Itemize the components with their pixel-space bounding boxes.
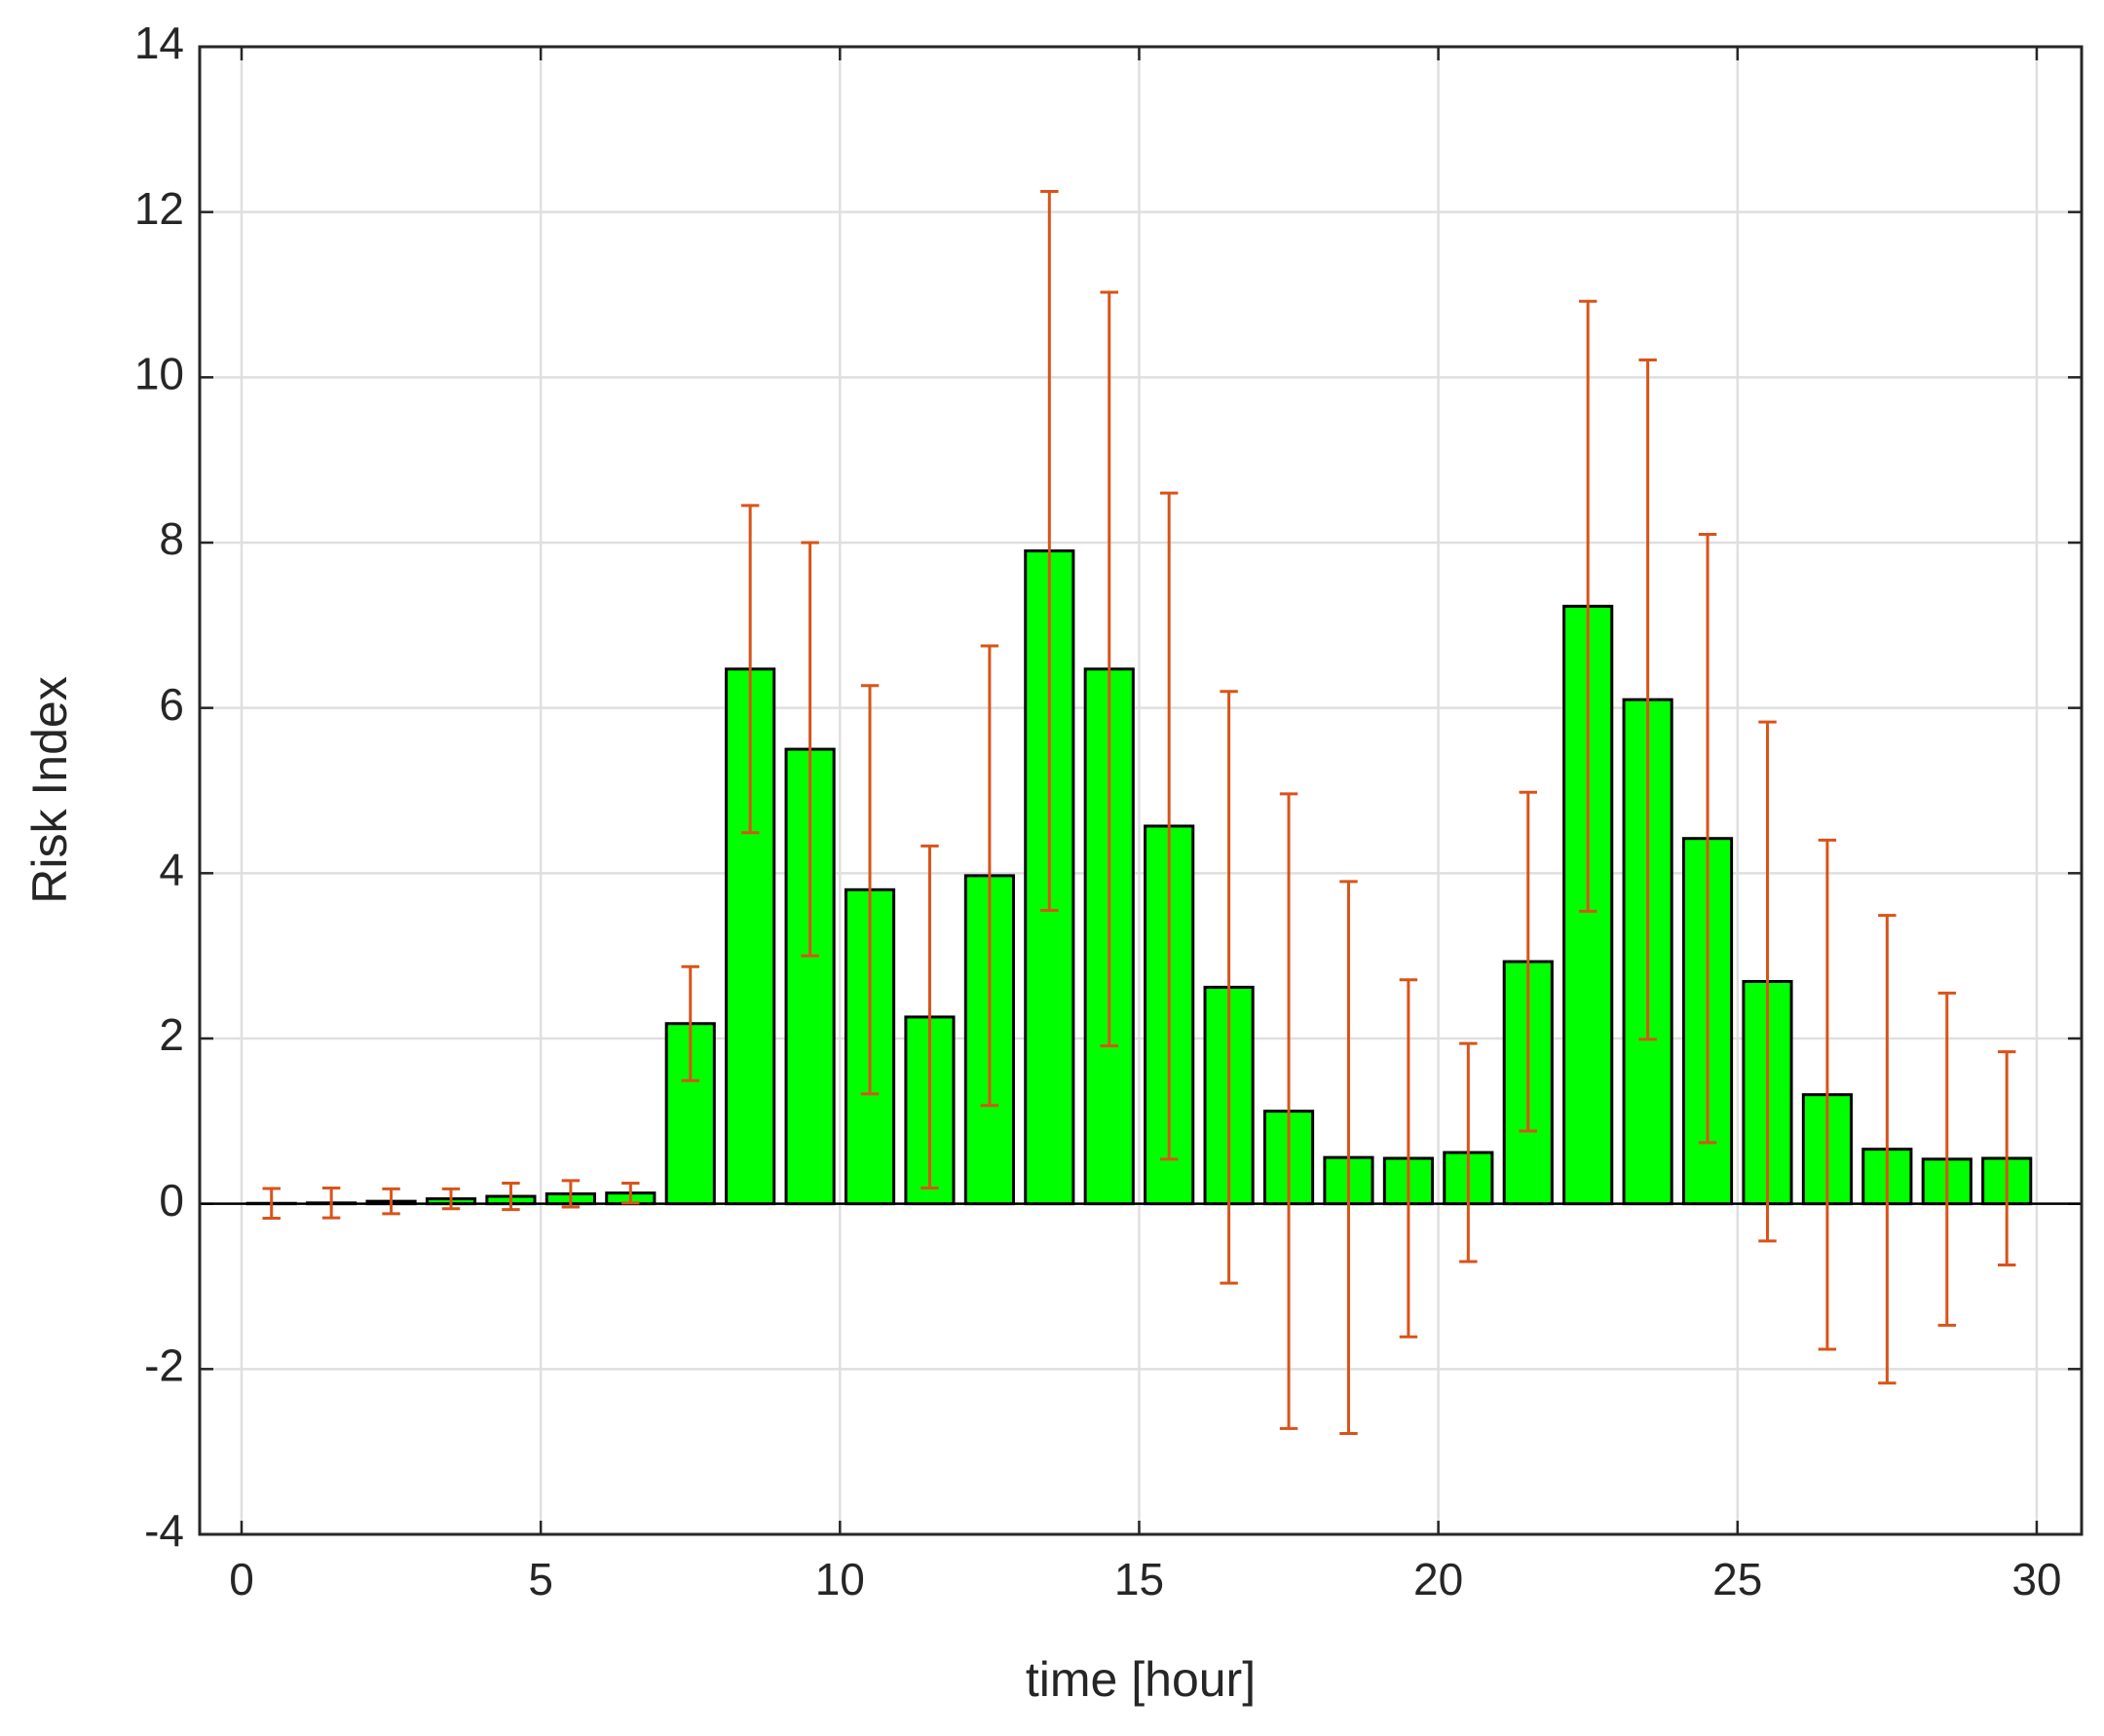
error-bar bbox=[681, 964, 699, 1082]
error-bar bbox=[502, 1181, 520, 1212]
error-bar bbox=[321, 1187, 341, 1220]
error-bar bbox=[920, 844, 939, 1190]
error-bar bbox=[1638, 359, 1657, 1041]
y-axis-label: Risk Index bbox=[22, 676, 77, 903]
error-bar bbox=[1519, 790, 1537, 1133]
error-bar bbox=[1040, 189, 1059, 913]
error-bar bbox=[1220, 690, 1238, 1285]
x-tick-label: 0 bbox=[229, 1554, 254, 1604]
y-tick-label: 8 bbox=[159, 513, 184, 564]
error-bar bbox=[1818, 838, 1837, 1351]
error-bar bbox=[262, 1187, 281, 1221]
error-bar bbox=[621, 1181, 640, 1205]
x-tick-label: 25 bbox=[1712, 1554, 1762, 1604]
y-tick-label: 12 bbox=[134, 183, 184, 234]
error-bar bbox=[1159, 491, 1179, 1161]
error-bar bbox=[1399, 978, 1418, 1339]
error-bar bbox=[382, 1187, 400, 1216]
bar bbox=[1502, 960, 1554, 1206]
error-bar bbox=[980, 644, 999, 1108]
error-bar bbox=[801, 541, 819, 958]
y-tick-label: 0 bbox=[159, 1175, 184, 1226]
x-tick-label: 15 bbox=[1114, 1554, 1164, 1604]
y-tick-label: 10 bbox=[134, 348, 184, 398]
error-bar bbox=[740, 504, 760, 835]
error-bar bbox=[561, 1179, 581, 1209]
error-bar bbox=[1878, 914, 1897, 1385]
error-bar bbox=[860, 684, 880, 1096]
error-bar bbox=[1279, 792, 1298, 1430]
x-tick-label: 5 bbox=[528, 1554, 553, 1604]
error-bar bbox=[1998, 1050, 2016, 1266]
y-tick-label: 6 bbox=[159, 679, 184, 730]
x-axis-label: time [hour] bbox=[1026, 1652, 1256, 1707]
error-bar bbox=[1339, 880, 1358, 1435]
error-bar bbox=[1578, 299, 1597, 913]
error-bar bbox=[1698, 533, 1717, 1145]
error-bar bbox=[441, 1187, 461, 1211]
error-bar bbox=[1459, 1041, 1478, 1264]
y-tick-label: 4 bbox=[159, 844, 184, 894]
y-tick-label: -2 bbox=[144, 1340, 184, 1390]
x-tick-label: 30 bbox=[2011, 1554, 2061, 1604]
error-bar bbox=[1937, 991, 1956, 1327]
y-tick-label: 14 bbox=[134, 18, 184, 68]
error-bar bbox=[1100, 290, 1118, 1048]
x-tick-label: 10 bbox=[815, 1554, 865, 1604]
y-tick-label: -4 bbox=[144, 1505, 184, 1556]
error-bar bbox=[1758, 720, 1777, 1243]
y-tick-label: 2 bbox=[159, 1009, 184, 1060]
x-tick-label: 20 bbox=[1413, 1554, 1463, 1604]
plot-frame bbox=[198, 45, 2084, 1536]
